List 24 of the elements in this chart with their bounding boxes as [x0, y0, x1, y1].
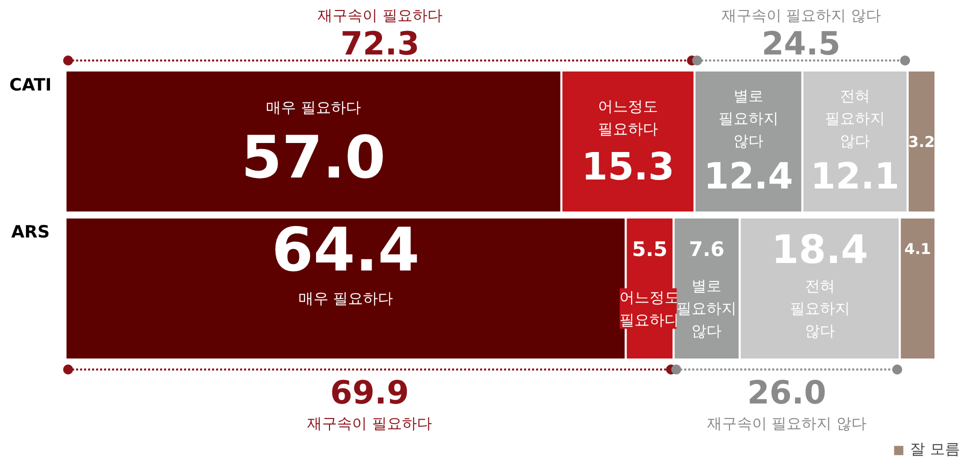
text: 26.0: [747, 374, 826, 412]
legend-label: 잘 모름: [910, 440, 960, 459]
data-label: 64.4: [272, 216, 420, 286]
annotation: 72.3: [340, 24, 420, 62]
data-label: 4.1: [904, 240, 931, 258]
data-label: 15.3: [582, 144, 674, 188]
annotation: 재구속이 필요하다: [318, 6, 442, 24]
annotation: 24.5: [762, 24, 841, 62]
text: 재구속이 필요하지 않다: [706, 414, 867, 432]
annotation: 재구속이 필요하지 않다: [721, 6, 881, 24]
text: 재구속이 필요하다: [307, 414, 432, 432]
series-label: 매우 필요하다: [266, 98, 361, 116]
text: 69.9: [330, 374, 410, 412]
data-label: 3.2: [908, 133, 935, 151]
data-label: 12.4: [704, 154, 794, 198]
series-label: 별로 필요하지 않다: [676, 277, 737, 340]
text: 매우 필요하다: [298, 290, 394, 308]
data-label: 7.6: [688, 237, 724, 261]
text: 어느정도 필요하다: [598, 97, 658, 138]
data-label: 5.5: [632, 237, 668, 261]
y-tick-label: CATI: [9, 76, 52, 96]
y-tick-label: ARS: [11, 222, 50, 242]
data-label: 57.0: [241, 124, 386, 192]
text: 별로 필요하지 않다: [718, 86, 778, 150]
